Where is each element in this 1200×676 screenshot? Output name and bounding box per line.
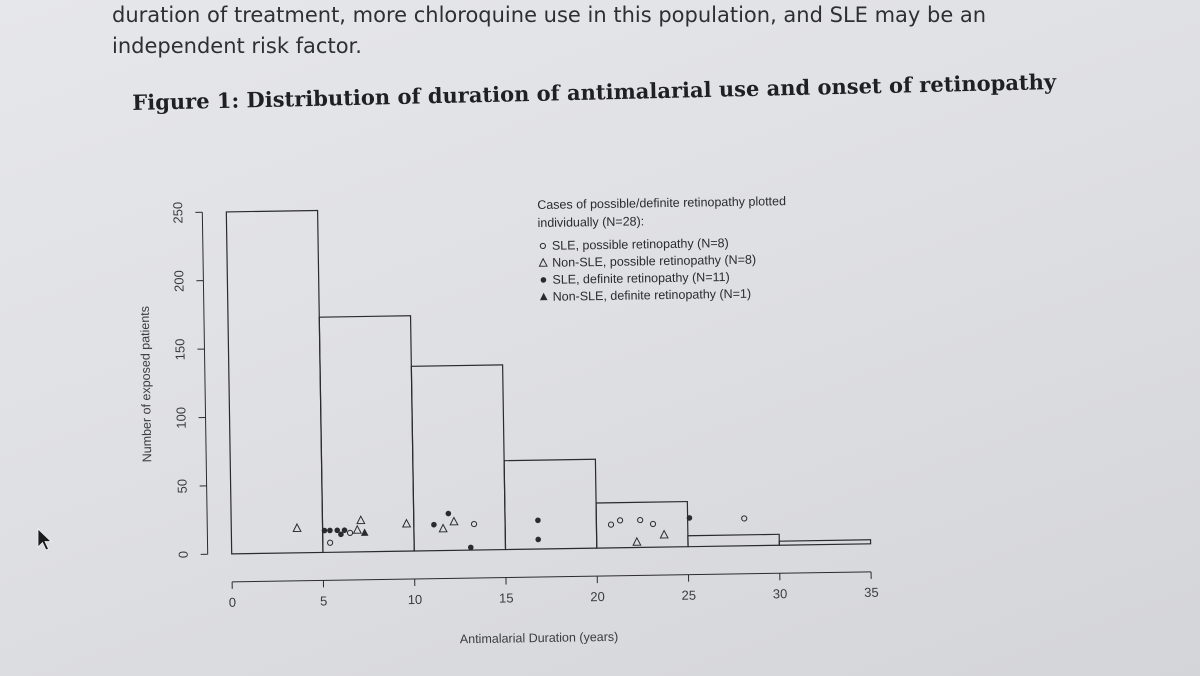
histogram-bar-5-10 — [318, 315, 415, 554]
case-marker-open-triangle-7 — [659, 529, 669, 539]
body-text-line-1: duration of treatment, more chloroquine … — [112, 3, 987, 27]
case-marker-filled-circle-9 — [535, 536, 542, 543]
legend-entries: SLE, possible retinopathy (N=8)Non-SLE, … — [538, 236, 756, 304]
chart-legend: Cases of possible/definite retinopathy p… — [537, 194, 786, 304]
body-text-line-2: independent risk factor. — [112, 34, 362, 58]
histogram-bar-20-25 — [595, 500, 689, 549]
case-marker-filled-circle-2 — [334, 527, 341, 534]
case-marker-open-triangle-0 — [292, 522, 302, 532]
x-tick-label-5: 5 — [320, 593, 327, 608]
x-tick-label-10: 10 — [408, 592, 423, 607]
case-marker-filled-circle-3 — [341, 527, 348, 534]
case-marker-open-circle-4 — [616, 517, 624, 524]
case-marker-filled-circle-4 — [338, 531, 344, 538]
x-tick-label-15: 15 — [499, 590, 514, 605]
y-axis: 0 50 100 150 200 250 — [170, 202, 209, 558]
case-marker-open-triangle-2 — [356, 515, 366, 525]
histogram-bar-10-15 — [410, 364, 507, 552]
y-tick-label-100: 100 — [173, 407, 188, 429]
y-tick-label-0: 0 — [176, 551, 191, 558]
x-axis-label: Antimalarial Duration (years) — [460, 630, 619, 646]
case-marker-open-triangle-5 — [449, 516, 459, 526]
x-axis: 0 5 10 15 20 25 30 35 — [229, 571, 879, 610]
legend-entry-label-3: Non-SLE, definite retinopathy (N=1) — [553, 287, 752, 304]
x-tick-label-30: 30 — [773, 586, 788, 601]
y-tick-label-200: 200 — [171, 270, 186, 292]
legend-marker-filled-circle — [540, 277, 547, 283]
case-markers — [292, 510, 748, 551]
body-text: duration of treatment, more chloroquine … — [112, 0, 1192, 62]
case-marker-filled-circle-5 — [431, 521, 437, 528]
y-axis-line — [201, 212, 209, 555]
case-marker-open-triangle-4 — [438, 523, 448, 533]
case-marker-open-circle-7 — [649, 520, 657, 528]
case-marker-filled-circle-0 — [321, 527, 328, 534]
histogram-bar-15-20 — [503, 458, 598, 551]
legend-marker-filled-triangle — [539, 292, 548, 301]
x-tick-label-25: 25 — [681, 588, 696, 603]
case-marker-open-triangle-3 — [401, 518, 412, 528]
legend-title-line-2: individually (N=28): — [537, 214, 644, 230]
legend-title-line-1: Cases of possible/definite retinopathy p… — [537, 194, 786, 212]
case-marker-open-circle-3 — [607, 521, 615, 528]
x-tick-label-0: 0 — [229, 595, 236, 610]
case-marker-open-circle-6 — [741, 515, 748, 522]
case-marker-open-triangle-6 — [632, 536, 642, 546]
case-marker-filled-triangle-0 — [360, 528, 369, 536]
mouse-cursor-icon — [37, 528, 52, 551]
case-marker-open-circle-0 — [327, 539, 334, 546]
x-tick-label-35: 35 — [864, 585, 879, 600]
histogram-bars — [225, 209, 872, 555]
case-marker-open-circle-1 — [346, 529, 354, 536]
y-axis-label: Number of exposed patients — [138, 306, 154, 463]
case-marker-filled-circle-7 — [467, 544, 474, 551]
case-marker-open-circle-5 — [637, 516, 644, 524]
case-marker-open-circle-2 — [470, 520, 478, 528]
legend-entry-label-2: SLE, definite retinopathy (N=11) — [552, 270, 730, 287]
legend-marker-open-circle — [539, 242, 546, 250]
histogram-bar-25-30 — [687, 533, 780, 548]
case-marker-filled-circle-10 — [686, 515, 693, 521]
histogram-bar-0-5 — [225, 209, 324, 555]
y-tick-label-150: 150 — [172, 338, 187, 360]
y-tick-label-250: 250 — [170, 202, 185, 224]
x-tick-label-20: 20 — [590, 589, 605, 604]
case-marker-filled-circle-8 — [535, 517, 541, 524]
y-tick-label-50: 50 — [175, 479, 190, 494]
case-marker-filled-circle-6 — [445, 510, 452, 517]
legend-entry-label-1: Non-SLE, possible retinopathy (N=8) — [552, 253, 756, 270]
legend-marker-open-triangle — [538, 257, 548, 267]
chart-plot-group: 0 50 100 150 200 250 0 5 10 15 20 25 30 35 Number of… — [138, 194, 879, 646]
legend-entry-label-0: SLE, possible retinopathy (N=8) — [552, 236, 729, 253]
case-marker-filled-circle-1 — [327, 527, 333, 534]
histogram-bar-30-35 — [778, 539, 872, 546]
case-marker-open-triangle-1 — [352, 524, 362, 534]
x-axis-line — [232, 571, 872, 583]
